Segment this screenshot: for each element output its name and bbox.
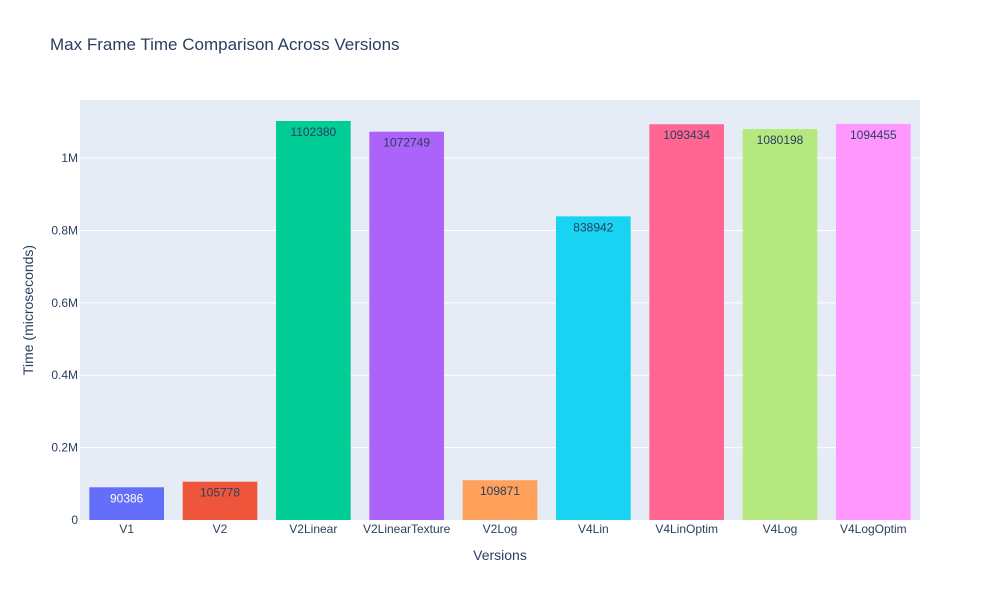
bar-value-label: 1072749 bbox=[383, 136, 430, 150]
bar-value-label: 90386 bbox=[110, 491, 144, 505]
bar-V2Log[interactable] bbox=[462, 480, 538, 520]
chart-title: Max Frame Time Comparison Across Version… bbox=[50, 35, 400, 54]
bar-V2LinearTexture[interactable] bbox=[369, 131, 444, 520]
y-tick-label: 0.2M bbox=[51, 441, 78, 455]
bar-V4Log[interactable] bbox=[742, 129, 818, 521]
x-tick-label: V2Linear bbox=[289, 522, 337, 536]
x-tick-label: V4Lin bbox=[578, 522, 609, 536]
y-tick-label: 1M bbox=[61, 151, 78, 165]
x-tick-label: V4Log bbox=[763, 522, 798, 536]
x-tick-label: V4LinOptim bbox=[655, 522, 718, 536]
bar-value-label: 1093434 bbox=[663, 128, 710, 142]
y-axis-title: Time (microseconds) bbox=[20, 245, 36, 375]
bar-value-label: 838942 bbox=[573, 220, 613, 234]
x-tick-label: V1 bbox=[119, 522, 134, 536]
bar-V4Lin[interactable] bbox=[556, 216, 631, 520]
bars: 90386 105778 1102380 1072749 109871 838942 109… bbox=[89, 121, 911, 521]
x-tick-label: V2 bbox=[213, 522, 228, 536]
bar-value-label: 1102380 bbox=[290, 125, 336, 139]
x-tick-label: V2LinearTexture bbox=[363, 522, 451, 536]
bar-V2[interactable] bbox=[182, 481, 258, 520]
y-tick-label: 0.6M bbox=[51, 296, 78, 310]
x-tick-label: V2Log bbox=[483, 522, 518, 536]
bar-V2Linear[interactable] bbox=[276, 121, 351, 520]
y-tick-label: 0 bbox=[71, 513, 78, 527]
bar-V4LogOptim[interactable] bbox=[836, 123, 911, 520]
x-axis-title: Versions bbox=[473, 547, 527, 563]
y-axis-ticks: 0 0.2M 0.4M 0.6M 0.8M 1M bbox=[51, 151, 78, 527]
bar-value-label: 105778 bbox=[200, 486, 240, 500]
bar-value-label: 1094455 bbox=[850, 128, 897, 142]
y-tick-label: 0.8M bbox=[51, 223, 78, 237]
bar-V1[interactable] bbox=[89, 487, 164, 520]
x-axis-ticks: V1 V2 V2Linear V2LinearTexture V2Log V4Lin V4L… bbox=[119, 522, 906, 536]
y-tick-label: 0.4M bbox=[51, 368, 78, 382]
bar-value-label: 109871 bbox=[480, 484, 520, 498]
bar-value-label: 1080198 bbox=[757, 133, 804, 147]
bar-V4LinOptim[interactable] bbox=[649, 124, 724, 521]
x-tick-label: V4LogOptim bbox=[840, 522, 907, 536]
